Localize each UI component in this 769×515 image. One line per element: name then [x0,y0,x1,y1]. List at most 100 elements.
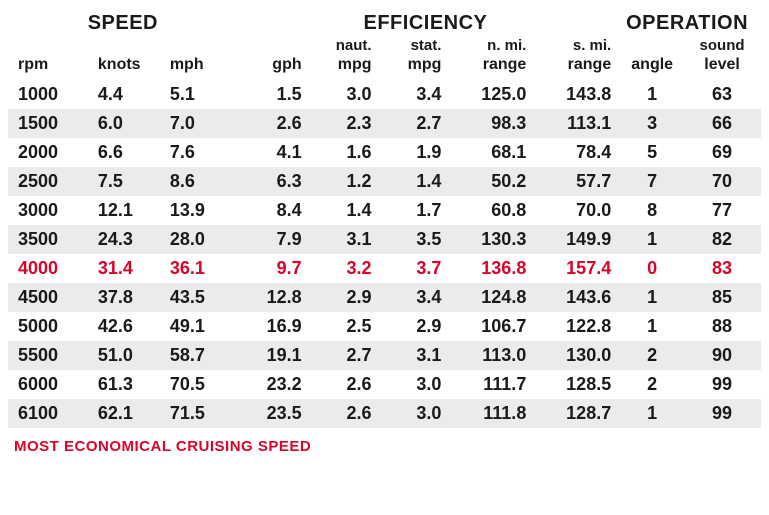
cell-rpm: 5000 [12,316,86,337]
cell-gph: 16.9 [234,316,308,337]
subheader-angle [617,37,687,54]
colheader-angle: angle [617,56,687,74]
table-row: 350024.328.07.93.13.5130.3149.9182 [8,225,761,254]
cell-angle: 1 [617,229,687,250]
cell-mph: 36.1 [160,258,234,279]
cell-nmpg: 2.3 [308,113,378,134]
cell-knots: 31.4 [86,258,160,279]
cell-nmpg: 2.7 [308,345,378,366]
cell-mph: 5.1 [160,84,234,105]
table-row: 500042.649.116.92.52.9106.7122.8188 [8,312,761,341]
cell-nrng: 106.7 [447,316,532,337]
cell-knots: 37.8 [86,287,160,308]
cell-knots: 7.5 [86,171,160,192]
cell-smpg: 3.0 [378,374,448,395]
cell-sound: 82 [687,229,757,250]
cell-gph: 23.5 [234,403,308,424]
cell-gph: 4.1 [234,142,308,163]
cell-nmpg: 1.6 [308,142,378,163]
cell-sound: 90 [687,345,757,366]
colheader-srng: range [532,56,617,74]
cell-smpg: 3.4 [378,287,448,308]
cell-angle: 8 [617,200,687,221]
column-header-row: rpm knots mph gph mpg mpg range range an… [8,56,761,80]
colheader-mph: mph [160,56,234,74]
cell-nmpg: 2.6 [308,374,378,395]
subheader-rpm [12,37,86,54]
cell-gph: 12.8 [234,287,308,308]
subheader-nmpg: naut. [308,37,378,54]
cell-knots: 24.3 [86,229,160,250]
table-row: 10004.45.11.53.03.4125.0143.8163 [8,80,761,109]
cell-smpg: 1.7 [378,200,448,221]
cell-smpg: 1.9 [378,142,448,163]
group-header-operation: OPERATION [617,12,757,35]
cell-angle: 1 [617,316,687,337]
cell-srng: 128.5 [532,374,617,395]
cell-mph: 43.5 [160,287,234,308]
cell-knots: 6.0 [86,113,160,134]
cell-knots: 62.1 [86,403,160,424]
cell-sound: 70 [687,171,757,192]
cell-nrng: 136.8 [447,258,532,279]
cell-smpg: 3.4 [378,84,448,105]
cell-nrng: 124.8 [447,287,532,308]
colheader-rpm: rpm [12,56,86,74]
colheader-sound: level [687,56,757,74]
cell-angle: 1 [617,287,687,308]
cell-mph: 58.7 [160,345,234,366]
group-header-row: SPEED EFFICIENCY OPERATION [8,12,761,37]
cell-nmpg: 3.1 [308,229,378,250]
cell-mph: 49.1 [160,316,234,337]
colheader-gph: gph [234,56,308,74]
cell-knots: 42.6 [86,316,160,337]
subheader-knots [86,37,160,54]
table-row: 300012.113.98.41.41.760.870.0877 [8,196,761,225]
cell-nmpg: 3.0 [308,84,378,105]
cell-knots: 61.3 [86,374,160,395]
cell-nmpg: 3.2 [308,258,378,279]
cell-rpm: 1500 [12,113,86,134]
cell-nrng: 111.8 [447,403,532,424]
cell-gph: 1.5 [234,84,308,105]
cell-gph: 6.3 [234,171,308,192]
cell-mph: 71.5 [160,403,234,424]
table-row: 400031.436.19.73.23.7136.8157.4083 [8,254,761,283]
cell-sound: 63 [687,84,757,105]
cell-nmpg: 1.4 [308,200,378,221]
colheader-nmpg: mpg [308,56,378,74]
cell-nrng: 125.0 [447,84,532,105]
cell-rpm: 2000 [12,142,86,163]
cell-angle: 7 [617,171,687,192]
cell-mph: 8.6 [160,171,234,192]
cell-srng: 113.1 [532,113,617,134]
cell-nmpg: 2.9 [308,287,378,308]
cell-gph: 2.6 [234,113,308,134]
cell-nrng: 130.3 [447,229,532,250]
table-row: 450037.843.512.82.93.4124.8143.6185 [8,283,761,312]
cell-nrng: 68.1 [447,142,532,163]
cell-sound: 83 [687,258,757,279]
cell-sound: 99 [687,403,757,424]
cell-rpm: 3000 [12,200,86,221]
cell-rpm: 6100 [12,403,86,424]
cell-mph: 7.0 [160,113,234,134]
subheader-nrng: n. mi. [447,37,532,54]
cell-smpg: 2.9 [378,316,448,337]
cell-sound: 88 [687,316,757,337]
cell-knots: 6.6 [86,142,160,163]
cell-sound: 69 [687,142,757,163]
footer-note: MOST ECONOMICAL CRUISING SPEED [8,428,761,459]
cell-gph: 23.2 [234,374,308,395]
cell-gph: 8.4 [234,200,308,221]
table-row: 25007.58.66.31.21.450.257.7770 [8,167,761,196]
cell-srng: 70.0 [532,200,617,221]
cell-smpg: 3.1 [378,345,448,366]
table-row: 20006.67.64.11.61.968.178.4569 [8,138,761,167]
table-row: 15006.07.02.62.32.798.3113.1366 [8,109,761,138]
subheader-srng: s. mi. [532,37,617,54]
subheader-gph [234,37,308,54]
cell-srng: 122.8 [532,316,617,337]
cell-rpm: 6000 [12,374,86,395]
colheader-knots: knots [86,56,160,74]
